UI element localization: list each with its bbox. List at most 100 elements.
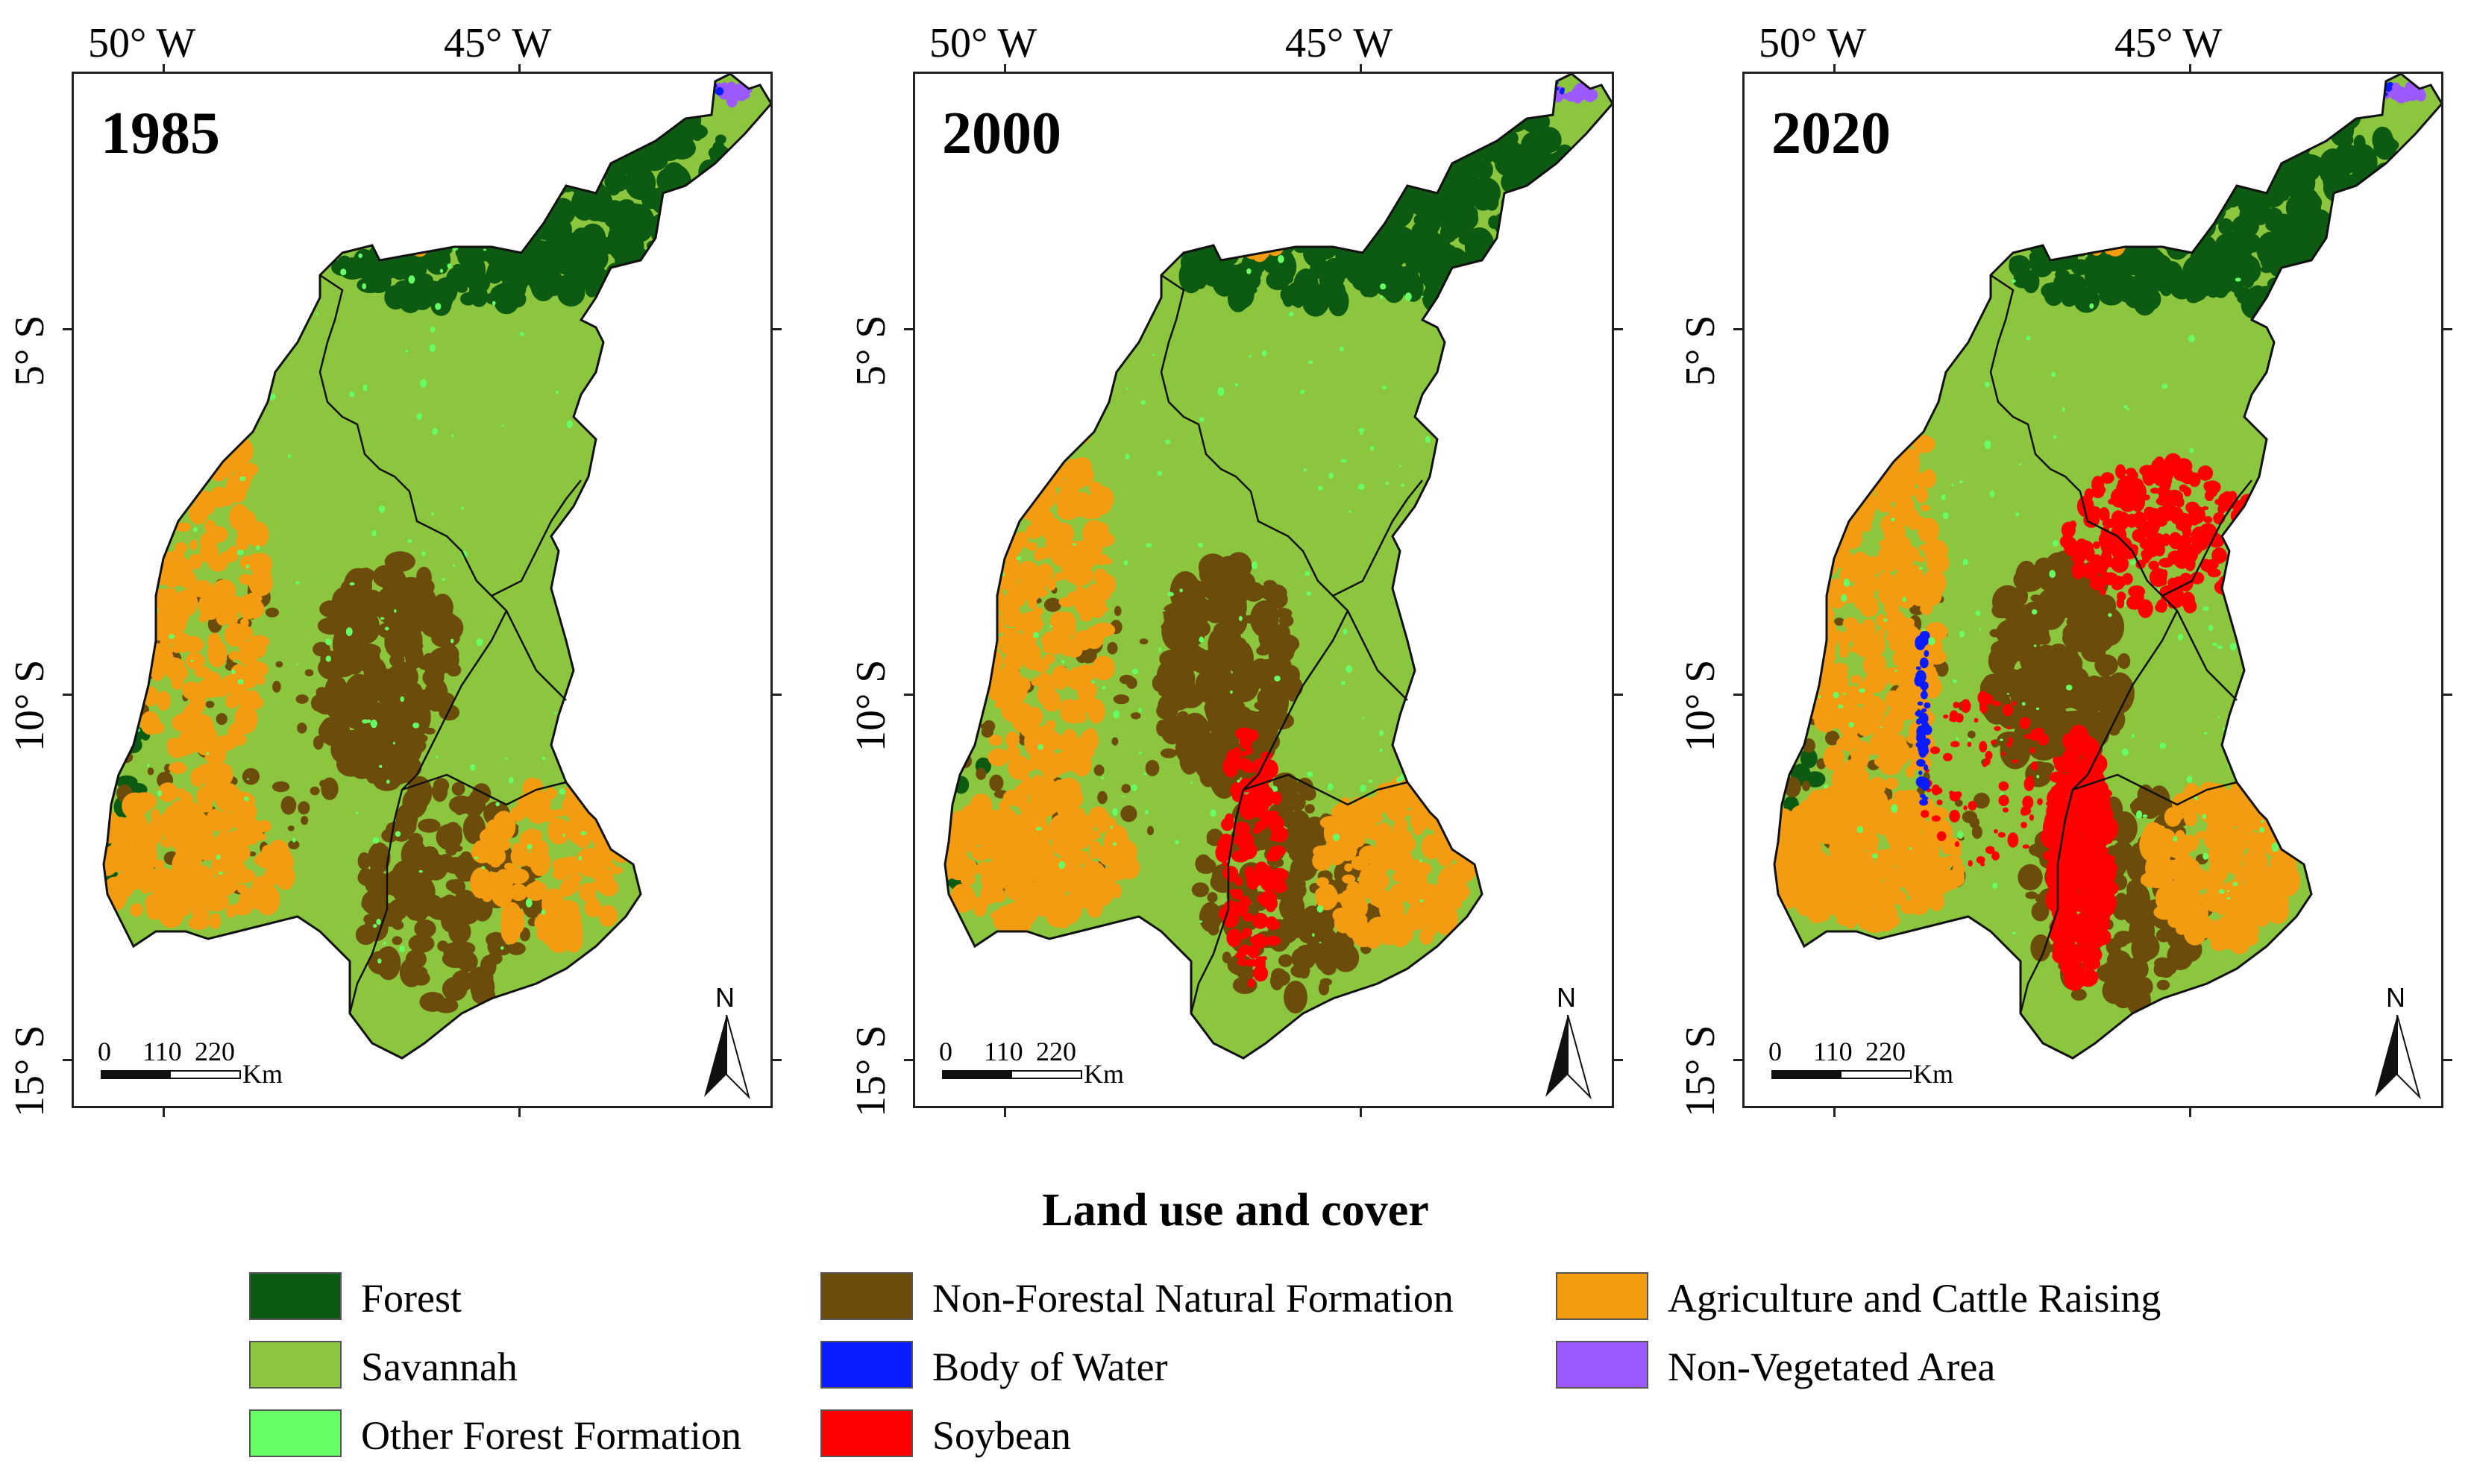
longitude-tick [1004,64,1006,73]
scale-bar: 0 110 220 Km [932,1036,1125,1089]
latitude-tick [1614,1059,1623,1061]
latitude-tick [773,328,782,330]
scale-tick-label: 110 [984,1037,1023,1066]
latitude-tick [904,328,913,330]
sub-region-boundary [1160,274,1408,701]
legend-swatch [1556,1272,1648,1320]
latitude-tick [773,1059,782,1061]
map-panel-2000: 2000 0 110 220 Km N [913,72,1614,1108]
latitude-tick [1614,328,1623,330]
north-label: N [715,982,735,1013]
latitude-tick [904,694,913,696]
longitude-label: 50° W [929,20,1037,66]
longitude-tick [1004,1108,1006,1117]
latitude-label: 15° S [7,1025,53,1117]
north-label: N [1557,982,1576,1013]
legend-label: Non-Vegetated Area [1668,1345,1996,1389]
latitude-label: 10° S [7,659,53,752]
latitude-tick [63,328,72,330]
north-arrow-icon: N [700,982,753,1101]
longitude-tick [518,64,521,73]
sub-region-boundary [1243,773,1408,806]
legend-label: Body of Water [932,1345,1168,1389]
longitude-tick [1833,64,1836,73]
latitude-label: 5° S [848,315,894,386]
latitude-label: 10° S [848,659,894,752]
latitude-label: 5° S [1677,315,1724,386]
latitude-tick [1614,694,1623,696]
scale-bar: 0 110 220 Km [1761,1036,1955,1089]
longitude-tick [163,1108,165,1117]
scale-segment-empty [169,1070,241,1079]
scale-unit: Km [1913,1059,1953,1089]
legend-swatch [249,1272,342,1320]
scale-unit: Km [1084,1059,1124,1089]
longitude-tick [1360,1108,1362,1117]
scale-tick-label: 0 [1768,1037,1782,1066]
latitude-label: 5° S [7,315,53,386]
latitude-label: 15° S [1677,1025,1724,1117]
scale-tick-label: 110 [1813,1037,1853,1066]
map-year-label: 2000 [942,101,1061,166]
longitude-tick [2189,1108,2191,1117]
legend-label: Non-Forestal Natural Formation [932,1276,1454,1321]
latitude-tick [1733,1059,1742,1061]
sub-region-boundary [2161,480,2252,597]
sub-region-boundary [318,274,567,701]
scale-segment-empty [1011,1070,1082,1079]
latitude-label: 15° S [848,1025,894,1117]
longitude-tick [1833,1108,1836,1117]
legend-label: Forest [361,1276,462,1321]
latitude-tick [1733,328,1742,330]
latitude-tick [63,1059,72,1061]
map-year-label: 1985 [101,101,220,166]
latitude-label: 10° S [1677,659,1724,752]
legend-swatch [249,1341,342,1389]
map-panel-2020: 2020 0 110 220 Km N [1742,72,2443,1108]
legend-title: Land use and cover [1042,1185,1429,1236]
longitude-label: 45° W [444,20,552,66]
latitude-tick [2443,328,2452,330]
sub-region-boundary [2072,773,2238,806]
legend-swatch [820,1341,913,1389]
region-savannah [945,74,1612,1058]
sub-region-boundary [1332,480,1423,597]
legend-swatch [1556,1341,1648,1389]
legend-swatch [820,1409,913,1457]
region-outline [102,74,770,1060]
legend-label: Other Forest Formation [361,1413,741,1458]
latitude-tick [63,694,72,696]
scale-bar: 0 110 220 Km [90,1036,284,1089]
scale-tick-label: 0 [939,1037,952,1066]
map-panel-1985: 1985 0 110 220 Km N [72,72,773,1108]
scale-tick-label: 220 [195,1037,235,1066]
sub-region-boundary [401,773,567,806]
legend-label: Agriculture and Cattle Raising [1668,1276,2161,1321]
scale-tick-label: 0 [98,1037,111,1066]
longitude-tick [2189,64,2191,73]
legend-swatch [820,1272,913,1320]
scale-unit: Km [242,1059,283,1089]
scale-segment-empty [1840,1070,1912,1079]
longitude-label: 45° W [1285,20,1393,66]
scale-tick-label: 220 [1036,1037,1076,1066]
scale-segment-filled [101,1070,169,1079]
sub-region-boundary [348,610,508,1014]
north-arrow-icon: N [1542,982,1594,1101]
region-outline [943,74,1612,1060]
sub-region-boundary [491,480,582,597]
scale-tick-label: 220 [1865,1037,1906,1066]
land-cover-map [102,74,770,1060]
longitude-tick [518,1108,521,1117]
region-savannah [104,74,770,1058]
latitude-tick [904,1059,913,1061]
latitude-tick [773,694,782,696]
north-label: N [2386,982,2405,1013]
legend-swatch [249,1409,342,1457]
sub-region-boundary [1989,274,2238,701]
longitude-label: 50° W [1759,20,1867,66]
sub-region-boundary [2019,610,2179,1014]
scale-tick-label: 110 [142,1037,182,1066]
land-cover-map [1773,74,2441,1060]
scale-segment-filled [1771,1070,1840,1079]
